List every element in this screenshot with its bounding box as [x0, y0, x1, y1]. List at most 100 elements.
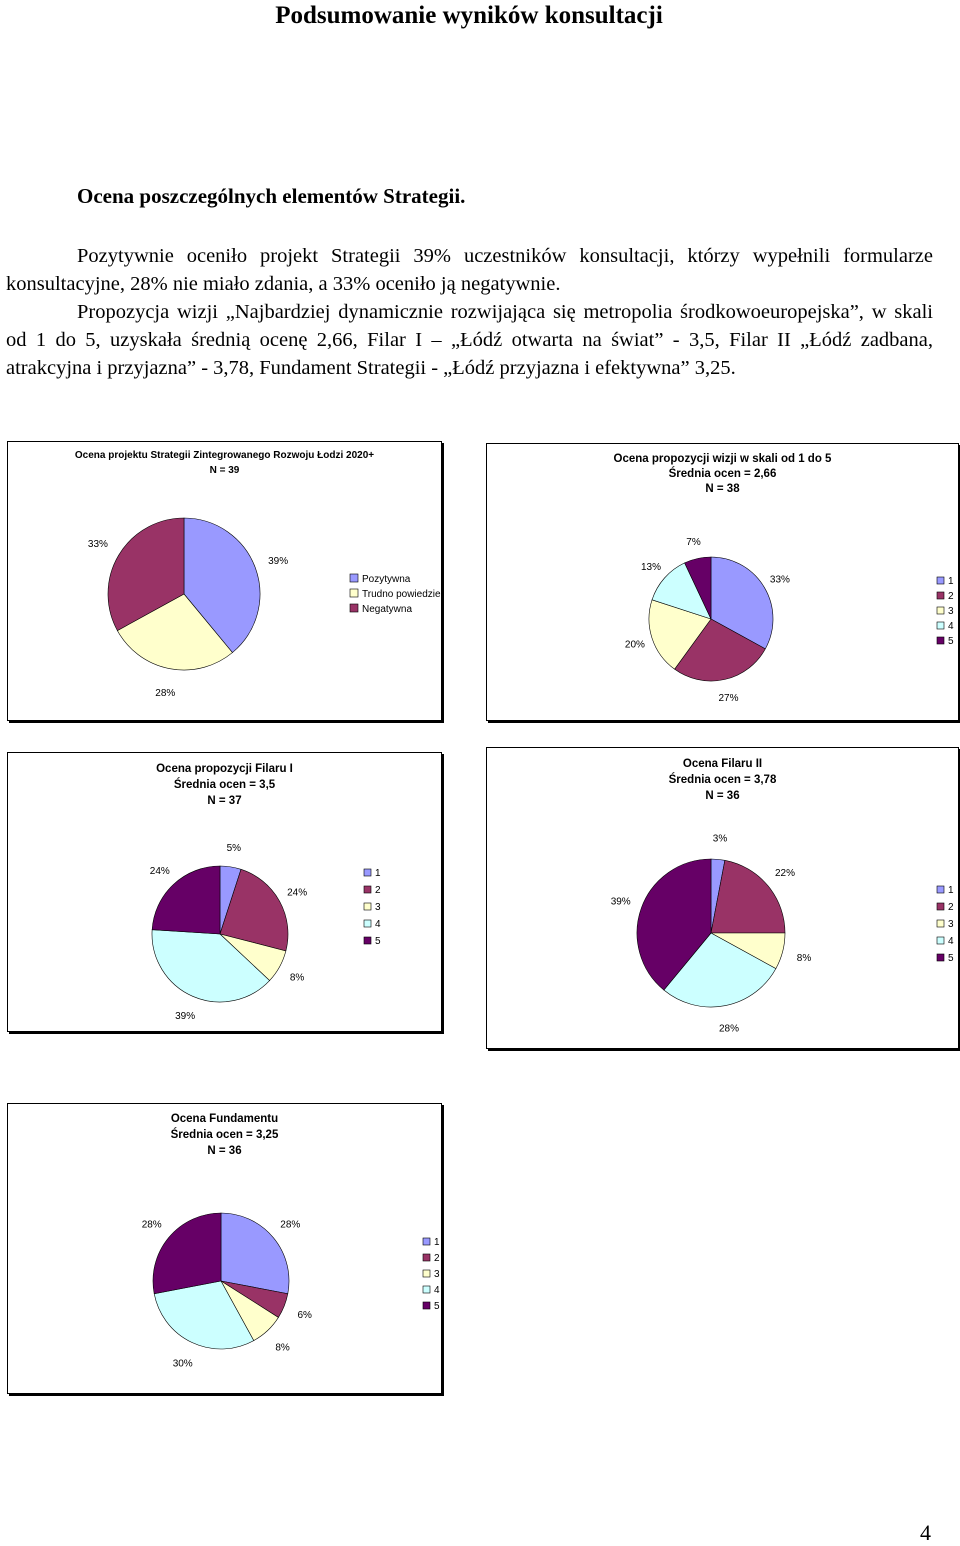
slice-percent-label: 24% [287, 888, 307, 899]
slice-percent-label: 13% [641, 562, 661, 573]
slice-percent-label: 8% [797, 953, 812, 964]
slice-percent-label: 20% [625, 640, 645, 651]
chart-title-line: N = 39 [210, 465, 240, 476]
legend-swatch [936, 953, 945, 962]
chart-legend: 1 2 3 4 5 [363, 868, 381, 947]
legend-swatch [363, 868, 372, 877]
chart-title-line: Średnia ocen = 3,78 [669, 773, 777, 786]
legend-label: Pozytywna [362, 574, 411, 585]
pie-slice-1 [220, 1212, 290, 1295]
chart-foundation-evaluation: Ocena Fundamentu Średnia ocen = 3,25 N = 3… [7, 1103, 442, 1394]
chart-legend: 1 2 3 4 5 [936, 576, 954, 647]
pie-slice-1 [710, 556, 774, 650]
chart-title-line: Ocena Fundamentu [171, 1113, 278, 1125]
chart-title-line: Ocena propozycji Filaru I [156, 763, 293, 775]
pie-slice-2 [710, 859, 786, 934]
section-title: Ocena poszczególnych elementów Strategii… [77, 184, 466, 208]
slice-percent-label: 28% [142, 1220, 162, 1231]
chart-title-line: N = 38 [705, 483, 740, 495]
pie-slice-2 [219, 868, 289, 952]
legend-swatch [349, 588, 359, 598]
pie-slice-4 [663, 932, 777, 1008]
pie-chart-svg: Ocena Fundamentu Średnia ocen = 3,25 N = 3… [142, 1113, 440, 1369]
pie-slice-trudno-powiedzieć [116, 593, 233, 671]
legend-swatch [422, 1285, 431, 1294]
legend-swatch [936, 591, 945, 600]
legend-label: 1 [434, 1237, 440, 1248]
chart-title-line: Ocena propozycji wizji w skali od 1 do 5 [614, 453, 833, 465]
slice-percent-label: 33% [88, 539, 108, 550]
legend-label: 4 [948, 936, 954, 947]
chart-legend: Pozytywna Trudno powiedzieć Negatywna [349, 573, 441, 615]
chart-title-line: Średnia ocen = 3,5 [174, 778, 276, 791]
legend-label: 2 [434, 1253, 440, 1264]
legend-swatch [936, 919, 945, 928]
pie-chart-svg: Ocena projektu Strategii Zintegrowanego … [75, 450, 441, 699]
chart-title-line: N = 36 [207, 1145, 241, 1157]
legend-swatch [936, 936, 945, 945]
chart-title-line: Średnia ocen = 3,25 [171, 1128, 279, 1141]
legend-label: 1 [948, 576, 954, 587]
legend-swatch [936, 902, 945, 911]
chart-pillar-1-evaluation: Ocena propozycji Filaru I Średnia ocen = … [7, 752, 442, 1032]
legend-label: 3 [948, 606, 954, 617]
legend-label: Negatywna [362, 604, 412, 615]
slice-percent-label: 6% [297, 1310, 312, 1321]
pie-slice-5 [636, 858, 712, 991]
pie-slice-4 [151, 929, 270, 1003]
legend-label: 5 [948, 636, 954, 647]
pie-slice-negatywna [107, 517, 185, 632]
slice-percent-label: 39% [175, 1011, 195, 1022]
legend-swatch [936, 636, 945, 645]
chart-strategy-evaluation: Ocena projektu Strategii Zintegrowanego … [7, 441, 442, 721]
paragraph-overall: Pozytywnie oceniło projekt Strategii 39%… [6, 245, 933, 295]
pie-slice-4 [153, 1280, 255, 1350]
slice-percent-label: 7% [686, 537, 701, 548]
slice-percent-label: 24% [150, 866, 170, 877]
slice-percent-label: 5% [227, 843, 242, 854]
legend-label: 5 [948, 953, 954, 964]
legend-swatch [349, 603, 359, 613]
legend-swatch [363, 936, 372, 945]
slice-percent-label: 27% [718, 693, 738, 704]
legend-label: 3 [948, 919, 954, 930]
legend-swatch [422, 1269, 431, 1278]
legend-swatch [936, 606, 945, 615]
legend-swatch [936, 885, 945, 894]
legend-label: 3 [434, 1269, 440, 1280]
pie-slice-5 [152, 1212, 222, 1295]
legend-label: 4 [948, 621, 954, 632]
legend-swatch [349, 573, 359, 583]
chart-title-line: Ocena projektu Strategii Zintegrowanego … [75, 450, 374, 461]
slice-percent-label: 28% [719, 1023, 739, 1034]
legend-swatch [363, 902, 372, 911]
slice-percent-label: 28% [155, 688, 175, 699]
slice-percent-label: 22% [775, 868, 795, 879]
page-title: Podsumowanie wyników konsultacji [275, 2, 663, 29]
legend-swatch [936, 621, 945, 630]
chart-pillar-2-evaluation: Ocena Filaru II Średnia ocen = 3,78 N = 36… [486, 747, 959, 1049]
chart-legend: 1 2 3 4 5 [422, 1237, 440, 1312]
legend-label: 3 [375, 902, 381, 913]
pie-chart-svg: Ocena Filaru II Średnia ocen = 3,78 N = 36… [611, 758, 954, 1034]
legend-swatch [422, 1253, 431, 1262]
page-number: 4 [920, 1520, 931, 1545]
legend-label: 4 [375, 919, 381, 930]
slice-percent-label: 8% [275, 1343, 290, 1354]
legend-label: 5 [375, 936, 381, 947]
legend-swatch [936, 576, 945, 585]
legend-label: Trudno powiedzieć [362, 589, 441, 600]
pie-chart-svg: Ocena propozycji Filaru I Średnia ocen = … [150, 763, 381, 1022]
chart-title-line: N = 37 [207, 795, 241, 807]
paragraph-pillars: Propozycja wizji „Najbardziej dynamiczni… [6, 301, 933, 379]
chart-title-line: N = 36 [705, 790, 739, 802]
pie-slice-3 [648, 599, 712, 670]
chart-title-line: Ocena Filaru II [683, 758, 762, 770]
pie-slice-5 [151, 865, 221, 935]
pie-slice-pozytywna [183, 517, 261, 653]
slice-percent-label: 39% [611, 897, 631, 908]
slice-percent-label: 30% [173, 1358, 193, 1369]
legend-label: 2 [375, 885, 381, 896]
legend-label: 1 [375, 868, 381, 879]
legend-swatch [363, 919, 372, 928]
